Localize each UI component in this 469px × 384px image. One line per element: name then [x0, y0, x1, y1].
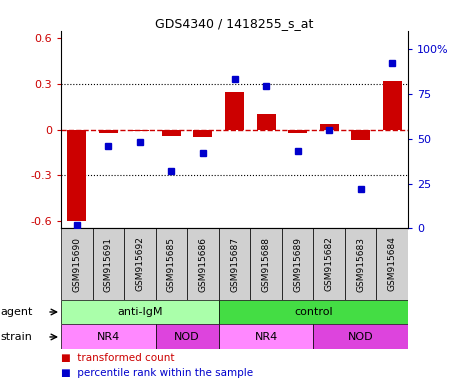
Bar	[124, 228, 156, 300]
Text: NOD: NOD	[348, 332, 373, 342]
Text: agent: agent	[0, 307, 33, 317]
Text: NR4: NR4	[97, 332, 120, 342]
Text: anti-IgM: anti-IgM	[117, 307, 163, 317]
Bar	[288, 129, 307, 132]
Bar	[130, 129, 149, 131]
Bar	[61, 228, 92, 300]
Bar	[194, 129, 212, 137]
Bar	[61, 300, 219, 324]
Bar	[162, 129, 181, 136]
Text: ■  transformed count: ■ transformed count	[61, 353, 174, 363]
Text: ■  percentile rank within the sample: ■ percentile rank within the sample	[61, 368, 253, 378]
Text: NR4: NR4	[254, 332, 278, 342]
Bar	[219, 228, 250, 300]
Title: GDS4340 / 1418255_s_at: GDS4340 / 1418255_s_at	[155, 17, 314, 30]
Bar	[345, 228, 377, 300]
Text: GSM915688: GSM915688	[262, 237, 271, 291]
Text: GSM915683: GSM915683	[356, 237, 365, 291]
Bar	[351, 129, 370, 140]
Bar	[219, 300, 408, 324]
Text: strain: strain	[1, 332, 33, 342]
Text: GSM915687: GSM915687	[230, 237, 239, 291]
Text: GSM915682: GSM915682	[325, 237, 333, 291]
Bar	[99, 129, 118, 132]
Text: GSM915685: GSM915685	[167, 237, 176, 291]
Bar	[67, 129, 86, 221]
Bar	[156, 228, 187, 300]
Text: GSM915691: GSM915691	[104, 237, 113, 291]
Bar	[225, 91, 244, 129]
Bar	[313, 228, 345, 300]
Bar	[61, 324, 156, 349]
Bar	[383, 81, 402, 129]
Text: GSM915689: GSM915689	[293, 237, 302, 291]
Text: control: control	[294, 307, 333, 317]
Bar	[320, 124, 339, 129]
Text: GSM915686: GSM915686	[198, 237, 207, 291]
Bar	[257, 114, 275, 129]
Bar	[313, 324, 408, 349]
Bar	[282, 228, 313, 300]
Bar	[377, 228, 408, 300]
Bar	[92, 228, 124, 300]
Text: GSM915692: GSM915692	[136, 237, 144, 291]
Text: NOD: NOD	[174, 332, 200, 342]
Bar	[219, 324, 313, 349]
Bar	[250, 228, 282, 300]
Text: GSM915690: GSM915690	[72, 237, 81, 291]
Bar	[187, 228, 219, 300]
Text: GSM915684: GSM915684	[388, 237, 397, 291]
Bar	[156, 324, 219, 349]
